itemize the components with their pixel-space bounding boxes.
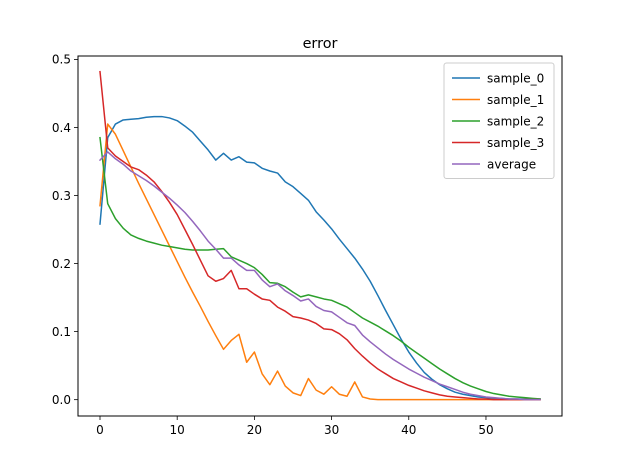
x-axis: 0 10 20 30 40 50 xyxy=(96,416,494,437)
series-line-sample-1 xyxy=(99,123,541,401)
legend-label: sample_0 xyxy=(487,71,544,85)
legend-label: sample_2 xyxy=(487,114,544,128)
y-tick-label: 0.1 xyxy=(52,325,71,339)
series-line-sample-3 xyxy=(99,70,541,401)
series-line-sample-0 xyxy=(99,115,541,400)
series-line-average xyxy=(98,151,541,401)
x-tick-label: 20 xyxy=(247,423,262,437)
legend-label: average xyxy=(487,157,536,171)
y-tick-label: 0.2 xyxy=(52,257,71,271)
y-tick-label: 0.3 xyxy=(52,189,71,203)
legend-box xyxy=(443,62,555,179)
chart-title: error xyxy=(303,36,338,52)
x-tick-label: 50 xyxy=(478,423,493,437)
series-group xyxy=(98,70,541,401)
y-tick-label: 0.0 xyxy=(52,393,71,407)
x-tick-label: 30 xyxy=(324,423,339,437)
legend-label: sample_1 xyxy=(487,93,544,107)
x-tick-label: 0 xyxy=(96,423,104,437)
plot-frame xyxy=(77,55,563,417)
y-tick-label: 0.5 xyxy=(52,53,71,67)
y-axis: 0.0 0.1 0.2 0.3 0.4 0.5 xyxy=(52,53,78,407)
x-tick-label: 10 xyxy=(170,423,185,437)
legend-label: sample_3 xyxy=(487,136,544,150)
x-tick-label: 40 xyxy=(401,423,416,437)
y-tick-label: 0.4 xyxy=(52,121,71,135)
series-line-sample-2 xyxy=(99,136,541,400)
